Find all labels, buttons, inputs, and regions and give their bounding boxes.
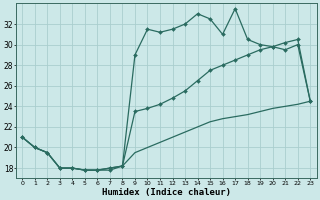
X-axis label: Humidex (Indice chaleur): Humidex (Indice chaleur) [102, 188, 231, 197]
